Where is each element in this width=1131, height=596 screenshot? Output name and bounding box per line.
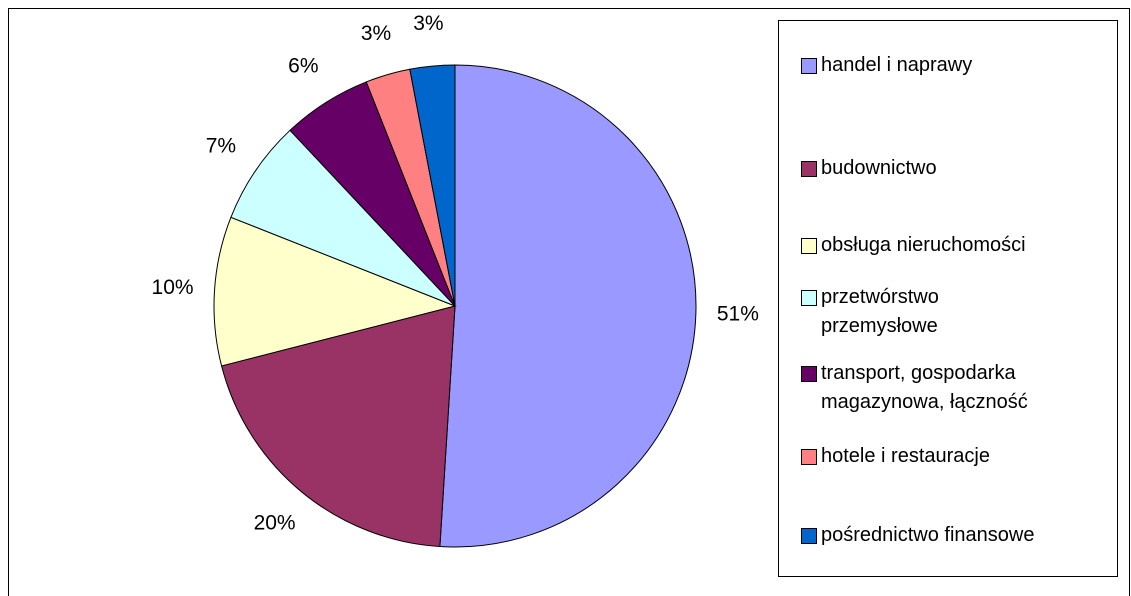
legend-entry: handel i naprawy — [801, 51, 972, 80]
legend-entry: budownictwo — [801, 154, 937, 183]
legend-label: handel i naprawy — [821, 54, 973, 76]
data-label: 7% — [206, 134, 236, 157]
legend-label: pośrednictwo finansowe — [821, 524, 1035, 546]
legend-entry: pośrednictwo finansowe — [801, 521, 1034, 550]
legend-label: budownictwo — [821, 157, 937, 179]
pie-slice — [230, 129, 456, 307]
pie-slice — [439, 64, 697, 548]
legend-entry: przetwórstwo przemysłowe — [801, 283, 939, 341]
legend-swatch — [801, 161, 817, 177]
legend-label: przetwórstwo przemysłowe — [821, 286, 939, 337]
legend-swatch — [801, 366, 817, 382]
legend-swatch — [801, 528, 817, 544]
data-label: 10% — [152, 276, 194, 299]
pie-slice — [409, 64, 456, 307]
legend-label: transport, gospodarka magazynowa, łączno… — [821, 362, 1028, 413]
legend-swatch — [801, 238, 817, 254]
data-label: 3% — [413, 12, 443, 35]
legend-label: obsługa nieruchomości — [821, 234, 1026, 256]
legend-entry: hotele i restauracje — [801, 442, 990, 471]
frame — [8, 8, 1130, 596]
legend-entry: obsługa nieruchomości — [801, 231, 1026, 260]
legend-label: hotele i restauracje — [821, 445, 990, 467]
legend-entry: transport, gospodarka magazynowa, łączno… — [801, 359, 1028, 417]
legend-swatch — [801, 58, 817, 74]
legend-swatch — [801, 449, 817, 465]
legend-swatch — [801, 290, 817, 306]
data-label: 6% — [288, 55, 318, 78]
data-label: 20% — [254, 512, 296, 535]
data-label: 51% — [717, 302, 759, 325]
data-label: 3% — [361, 22, 391, 45]
pie-slice — [213, 216, 457, 367]
legend: handel i naprawy budownictwo obsługa nieru… — [778, 20, 1118, 577]
pie-slice — [220, 305, 456, 548]
